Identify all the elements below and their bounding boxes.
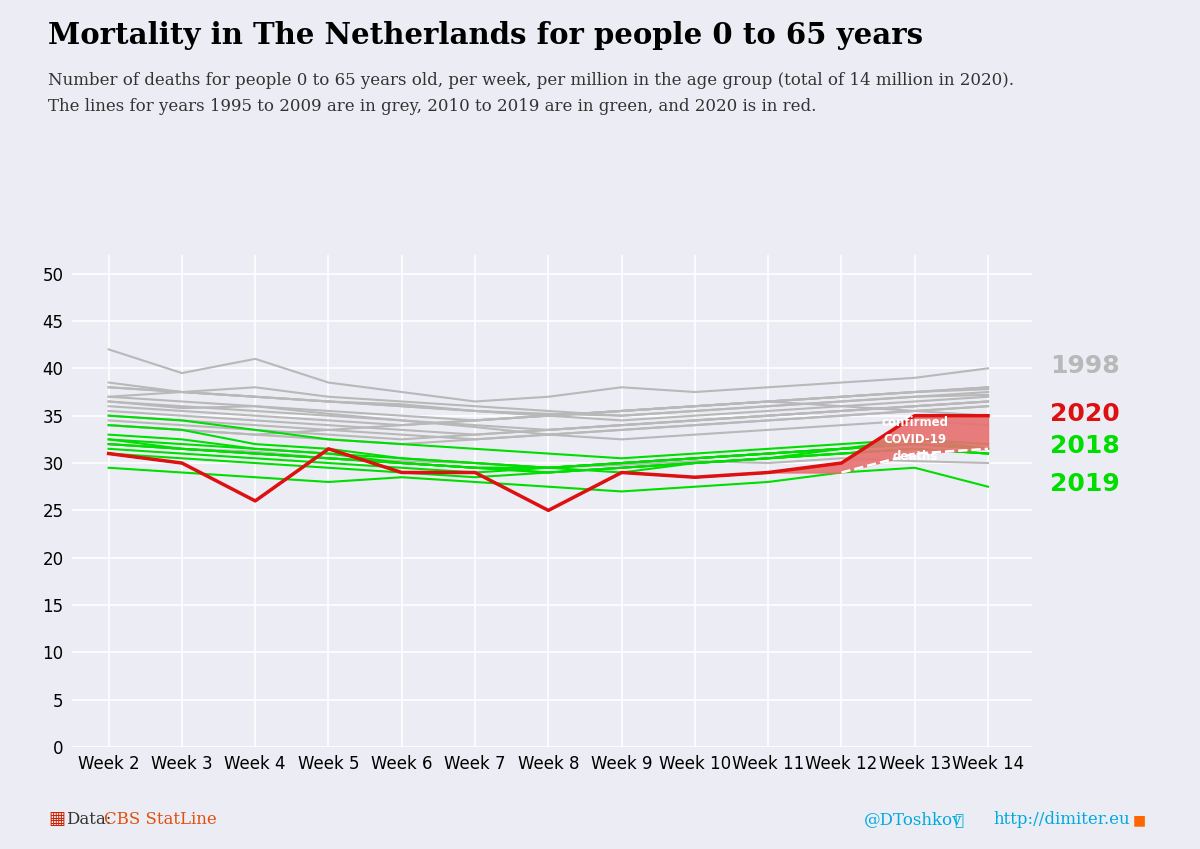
Text: Data:: Data: — [66, 811, 112, 828]
Text: The lines for years 1995 to 2009 are in grey, 2010 to 2019 are in green, and 202: The lines for years 1995 to 2009 are in … — [48, 98, 816, 115]
Text: confirmed
COVID-19
deaths: confirmed COVID-19 deaths — [881, 416, 948, 463]
Text: @DToshkov: @DToshkov — [864, 811, 962, 828]
Text: http://dimiter.eu: http://dimiter.eu — [994, 811, 1130, 828]
Text: Number of deaths for people 0 to 65 years old, per week, per million in the age : Number of deaths for people 0 to 65 year… — [48, 72, 1014, 89]
Text: 2020: 2020 — [1050, 402, 1120, 426]
Text: ▦: ▦ — [48, 810, 65, 828]
Text: CBS StatLine: CBS StatLine — [104, 811, 217, 828]
Text: Mortality in The Netherlands for people 0 to 65 years: Mortality in The Netherlands for people … — [48, 21, 923, 50]
Text: 2019: 2019 — [1050, 472, 1120, 496]
Text: 1998: 1998 — [1050, 354, 1120, 379]
Text: ■: ■ — [1133, 814, 1146, 828]
Text: 2018: 2018 — [1050, 434, 1120, 458]
Text: 🐦: 🐦 — [954, 812, 964, 828]
